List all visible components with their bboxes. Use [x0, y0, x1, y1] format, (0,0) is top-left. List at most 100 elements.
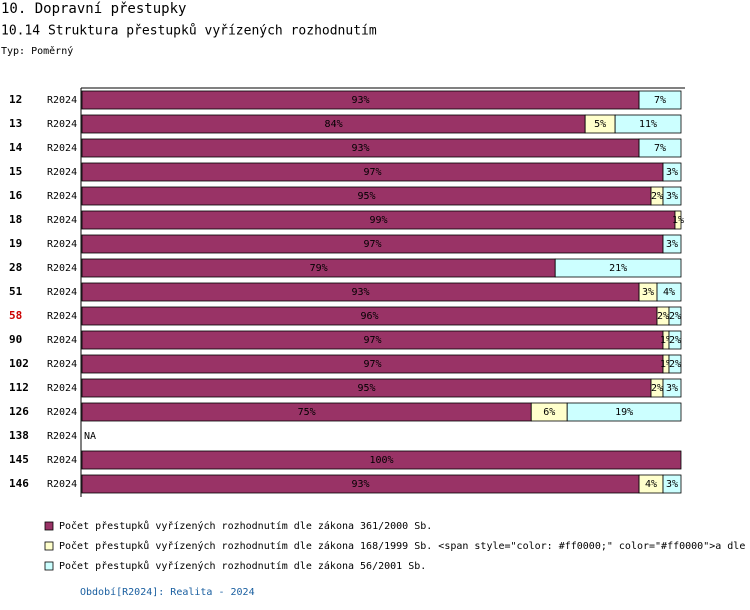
period-label: R2024 [47, 335, 77, 346]
value-label: 4% [645, 479, 657, 490]
value-label: 97% [363, 335, 381, 346]
bar-segment [638, 90, 682, 110]
period-label: R2024 [47, 263, 77, 274]
bar-segment [566, 402, 682, 422]
value-label: 4% [663, 287, 675, 298]
legend-label: Počet přestupků vyřízených rozhodnutím d… [59, 540, 745, 552]
value-label: 93% [352, 95, 370, 106]
bar-segment [638, 138, 682, 158]
footer: Období[R2024]: Realita - 2024 [80, 586, 255, 598]
value-label: 5% [594, 119, 606, 130]
value-label: 21% [609, 263, 627, 274]
period-label: R2024 [47, 95, 77, 106]
period-label: R2024 [47, 383, 77, 394]
bar-segment [81, 450, 682, 470]
value-label: 2% [669, 335, 681, 346]
period-label: R2024 [47, 359, 77, 370]
category-label: 145 [9, 453, 29, 466]
category-label: 19 [9, 237, 22, 250]
category-label: 15 [9, 165, 22, 178]
bar-segment [662, 162, 682, 182]
bar-segment [674, 210, 682, 230]
category-label: 102 [9, 357, 29, 370]
chart-subtitle: 10.14 Struktura přestupků vyřízených roz… [1, 24, 377, 39]
period-label: R2024 [47, 311, 77, 322]
bar-segment [662, 378, 682, 398]
value-label: 3% [666, 239, 678, 250]
row-note: NA [84, 431, 96, 442]
period-label: R2024 [47, 239, 77, 250]
value-label: 7% [654, 95, 666, 106]
value-label: 3% [666, 191, 678, 202]
value-label: 93% [352, 479, 370, 490]
category-label: 13 [9, 117, 22, 130]
value-label: 100% [369, 455, 393, 466]
period-label: R2024 [47, 455, 77, 466]
bar-segment [614, 114, 682, 134]
value-label: 3% [666, 167, 678, 178]
category-label: 146 [9, 477, 29, 490]
value-label: 7% [654, 143, 666, 154]
period-label: R2024 [47, 215, 77, 226]
bar-segment [662, 186, 682, 206]
value-label: 6% [543, 407, 555, 418]
value-label: 75% [298, 407, 316, 418]
value-label: 93% [352, 143, 370, 154]
bar-segment [662, 474, 682, 494]
category-label: 138 [9, 429, 29, 442]
value-label: 11% [639, 119, 657, 130]
value-label: 93% [352, 287, 370, 298]
value-label: 97% [363, 359, 381, 370]
chart-title: 10. Dopravní přestupky [1, 1, 186, 17]
value-label: 3% [666, 479, 678, 490]
category-label: 112 [9, 381, 29, 394]
legend-swatch [44, 521, 54, 531]
category-label: 28 [9, 261, 22, 274]
period-label: R2024 [47, 431, 77, 442]
value-label: 1% [660, 335, 672, 346]
value-label: 2% [657, 311, 669, 322]
period-label: R2024 [47, 119, 77, 130]
value-label: 2% [669, 359, 681, 370]
period-label: R2024 [47, 287, 77, 298]
value-label: 2% [651, 383, 663, 394]
value-label: 95% [357, 191, 375, 202]
value-label: 79% [310, 263, 328, 274]
bar-segment [668, 354, 682, 374]
category-label: 51 [9, 285, 23, 298]
category-label: 126 [9, 405, 29, 418]
value-label: 99% [369, 215, 387, 226]
value-label: 97% [363, 167, 381, 178]
type-label: Typ: Poměrný [1, 45, 73, 57]
period-label: R2024 [47, 479, 77, 490]
value-label: 3% [642, 287, 654, 298]
legend-label: Počet přestupků vyřízených rozhodnutím d… [59, 520, 432, 532]
bar-segment [656, 282, 682, 302]
value-label: 84% [325, 119, 343, 130]
value-label: 2% [651, 191, 663, 202]
period-label: R2024 [47, 143, 77, 154]
value-label: 3% [666, 383, 678, 394]
bar-segment [668, 306, 682, 326]
category-label: 58 [9, 309, 22, 322]
value-label: 2% [669, 311, 681, 322]
period-label: R2024 [47, 167, 77, 178]
value-label: 95% [357, 383, 375, 394]
bar-segment [662, 234, 682, 254]
category-label: 12 [9, 93, 22, 106]
category-label: 90 [9, 333, 22, 346]
value-label: 1% [672, 215, 684, 226]
value-label: 1% [660, 359, 672, 370]
category-label: 14 [9, 141, 23, 154]
value-label: 96% [360, 311, 378, 322]
legend-swatch [44, 561, 54, 571]
legend-label: Počet přestupků vyřízených rozhodnutím d… [59, 560, 426, 572]
bar-segment [668, 330, 682, 350]
period-label: R2024 [47, 191, 77, 202]
bar-segment [554, 258, 682, 278]
value-label: 19% [615, 407, 633, 418]
legend-swatch [44, 541, 54, 551]
value-label: 97% [363, 239, 381, 250]
category-label: 16 [9, 189, 23, 202]
